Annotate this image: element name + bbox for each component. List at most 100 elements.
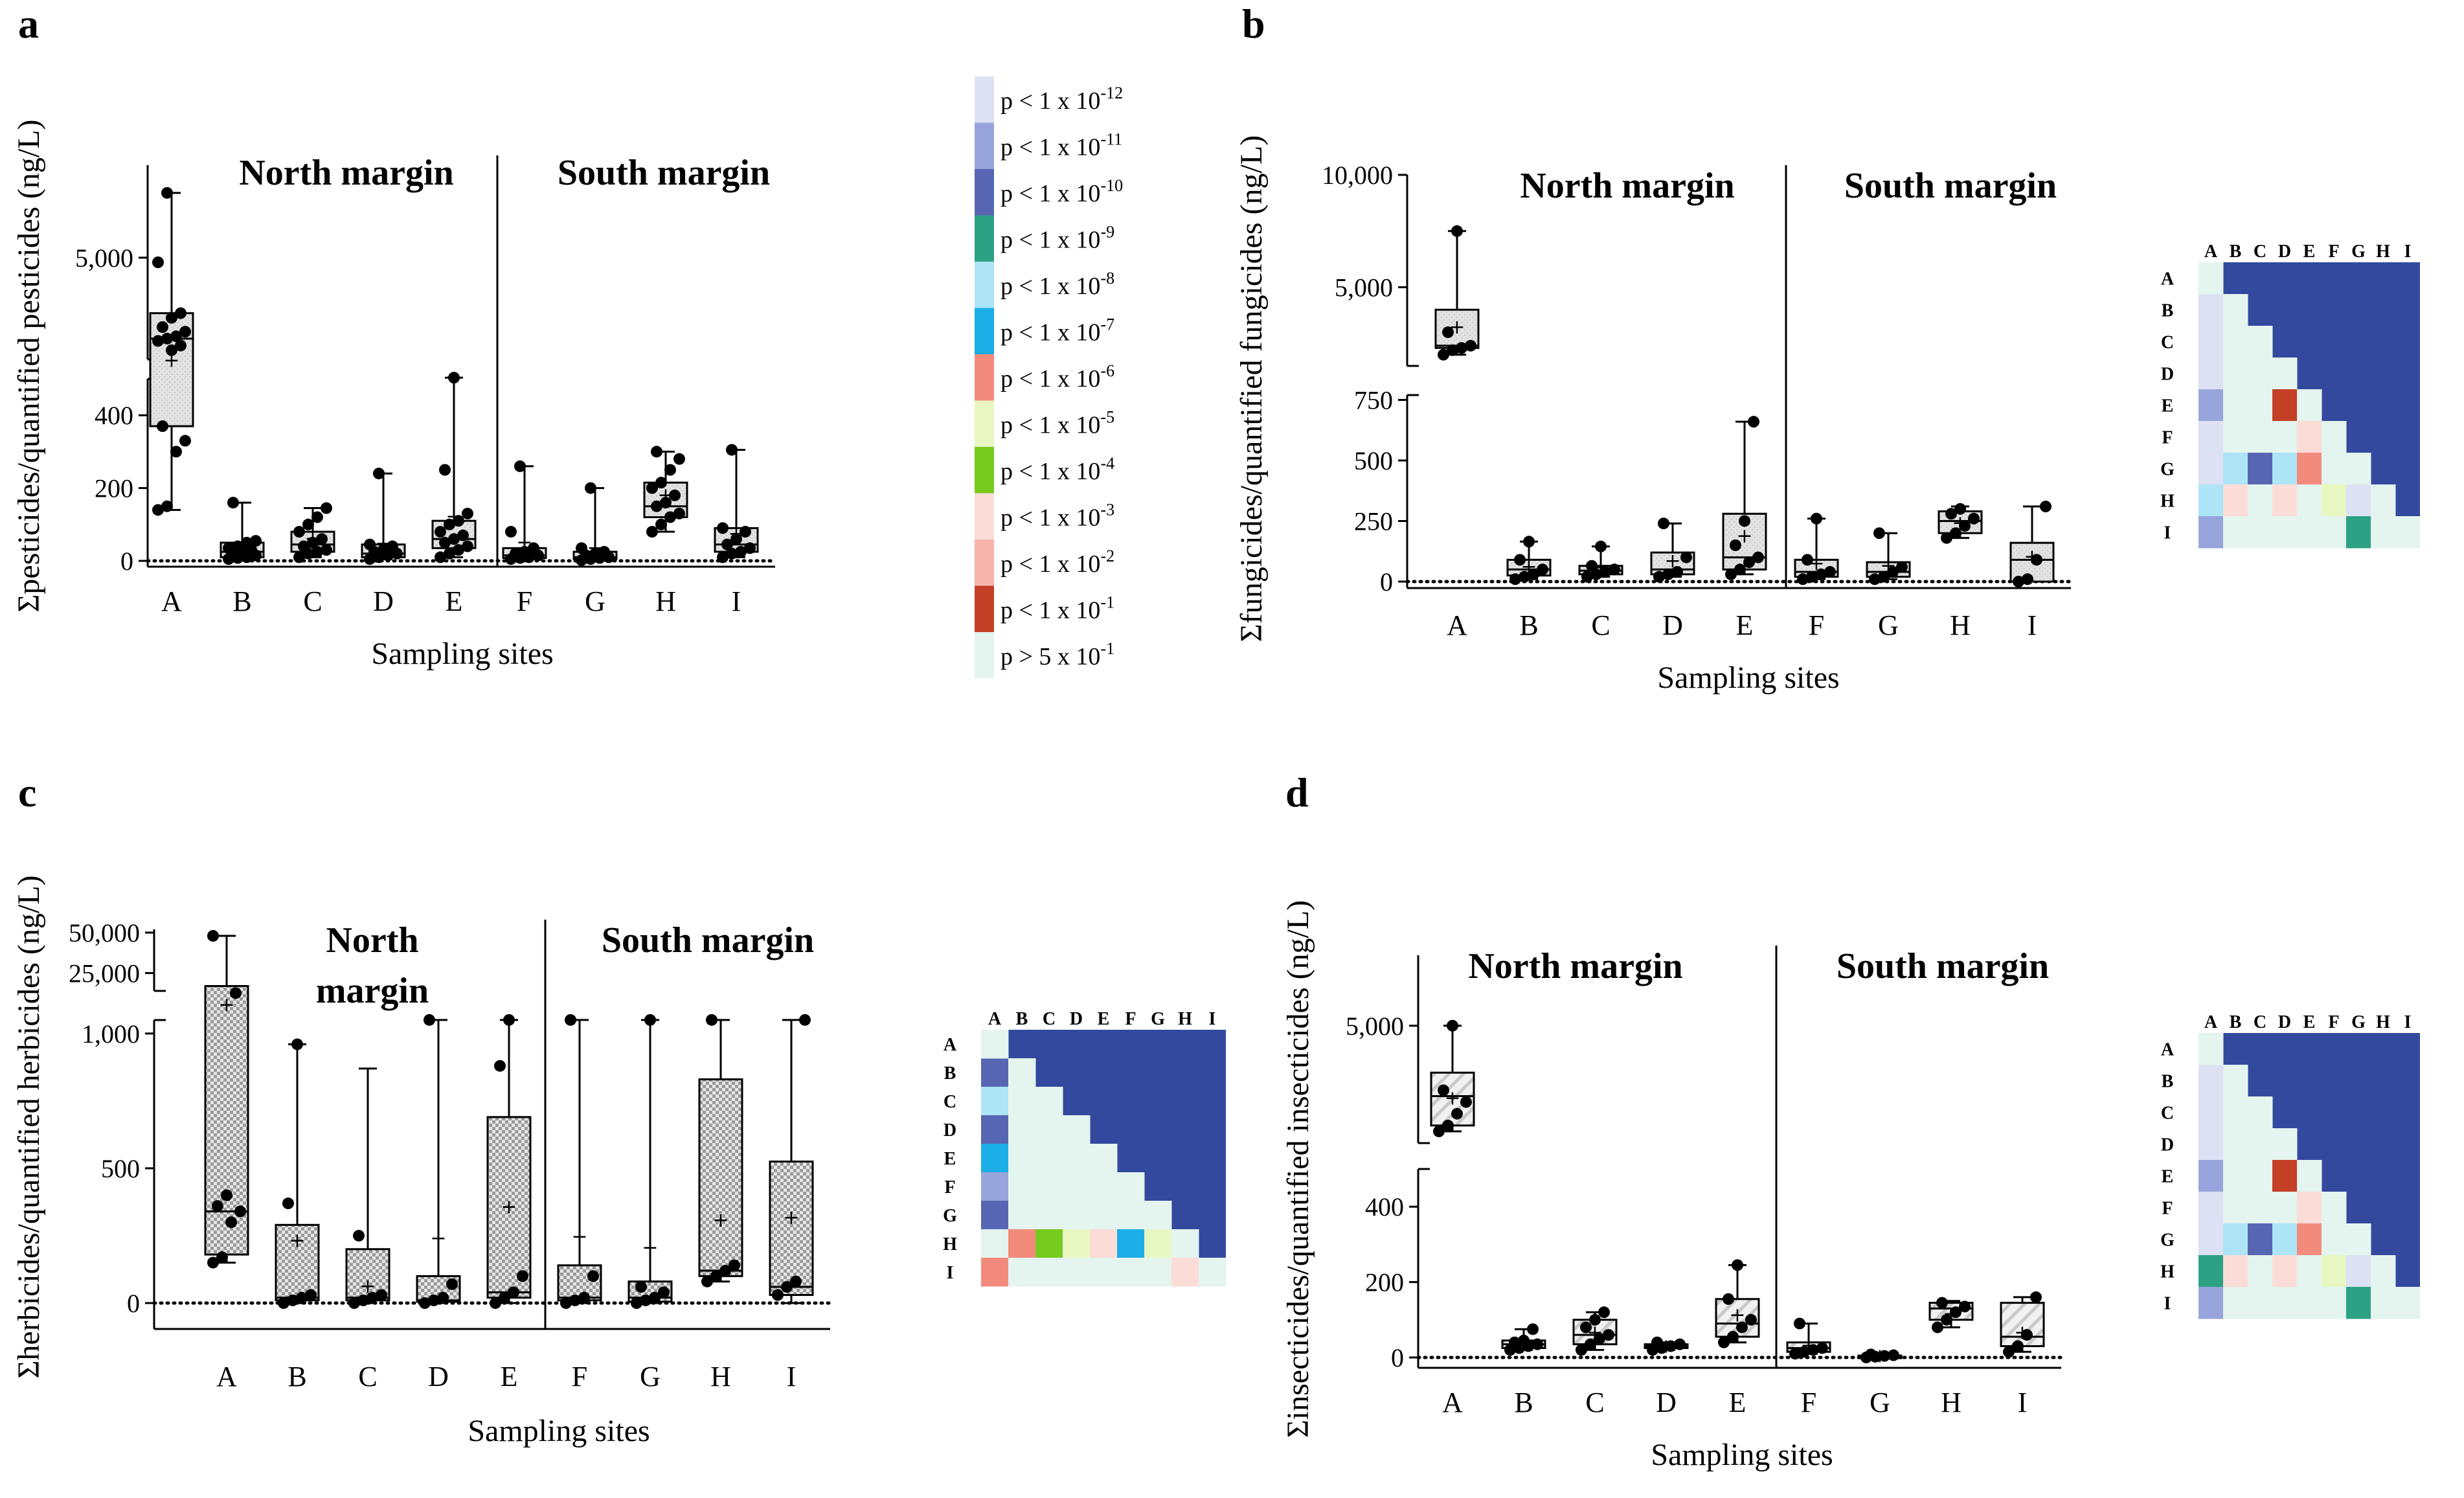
legend-swatch bbox=[975, 169, 994, 216]
heatmap-col-label: D bbox=[2278, 242, 2291, 262]
heatmap-col-label: A bbox=[2204, 1012, 2218, 1032]
heatmap-row-label: G bbox=[2160, 460, 2175, 480]
data-point bbox=[293, 551, 305, 563]
data-point bbox=[170, 446, 182, 458]
box-I: I+ bbox=[2009, 501, 2055, 641]
y-tick-label: 25,000 bbox=[69, 959, 140, 988]
data-point bbox=[1734, 563, 1746, 576]
heatmap-cell bbox=[2272, 1223, 2298, 1256]
data-point bbox=[1878, 571, 1890, 583]
heatmap-cell bbox=[2223, 516, 2248, 549]
data-point bbox=[367, 1291, 378, 1304]
y-tick-label: 50,000 bbox=[69, 918, 140, 948]
heatmap-cell bbox=[1035, 1115, 1063, 1144]
heatmap-cell bbox=[2198, 357, 2224, 390]
legend-exponent: -12 bbox=[1100, 84, 1123, 102]
heatmap-cell bbox=[1063, 1201, 1091, 1230]
heatmap-diagonal-cell bbox=[2371, 484, 2396, 517]
data-point bbox=[519, 545, 530, 558]
data-point bbox=[453, 515, 464, 527]
data-point bbox=[587, 1270, 599, 1282]
heatmap-cell bbox=[2322, 1223, 2347, 1256]
legend-swatch bbox=[975, 215, 994, 262]
data-point bbox=[453, 544, 464, 556]
heatmap-cell bbox=[1008, 1229, 1036, 1258]
box-G: G+ bbox=[1857, 1345, 1903, 1418]
heatmap-diagonal-cell bbox=[1063, 1115, 1091, 1144]
heatmap-diagonal-cell bbox=[1090, 1144, 1118, 1173]
heatmap-cell bbox=[2223, 357, 2248, 390]
data-point bbox=[207, 1256, 219, 1269]
data-point bbox=[1789, 1348, 1801, 1360]
data-point bbox=[1528, 568, 1539, 580]
data-point bbox=[152, 256, 164, 268]
data-point bbox=[673, 507, 685, 519]
legend-exponent: -3 bbox=[1100, 500, 1114, 519]
box-F: F+ bbox=[502, 460, 547, 617]
mean-marker: + bbox=[430, 1227, 446, 1250]
data-point bbox=[1950, 527, 1961, 539]
data-point bbox=[2040, 501, 2051, 513]
data-point bbox=[448, 533, 460, 545]
heatmap-row-label: D bbox=[2161, 1135, 2174, 1155]
data-point bbox=[730, 533, 742, 545]
x-tick-label: B bbox=[1514, 1387, 1533, 1418]
data-point bbox=[2003, 1346, 2015, 1358]
box-H: H+ bbox=[1938, 503, 1983, 641]
heatmap-cell bbox=[2198, 1255, 2224, 1288]
data-point bbox=[221, 1189, 232, 1201]
legend-exponent: -11 bbox=[1100, 130, 1122, 148]
data-point bbox=[321, 544, 332, 556]
heatmap-col-label: G bbox=[2351, 242, 2366, 262]
heatmap-col-label: I bbox=[1209, 1009, 1216, 1029]
box-F: F+ bbox=[1786, 1317, 1831, 1418]
heatmap-cell bbox=[2223, 1255, 2248, 1288]
legend-exponent: -2 bbox=[1100, 547, 1114, 565]
data-point bbox=[1888, 1349, 1899, 1361]
data-point bbox=[673, 453, 685, 465]
heatmap-cell bbox=[1063, 1258, 1091, 1287]
heatmap-row-label: F bbox=[2162, 1199, 2173, 1219]
heatmap-cell bbox=[2223, 484, 2248, 517]
heatmap-diagonal-cell bbox=[2223, 1065, 2248, 1097]
heatmap-diagonal-cell bbox=[1008, 1058, 1036, 1087]
heatmap-cell bbox=[2248, 453, 2273, 485]
legend-label: p < 1 x 10-1 bbox=[1000, 593, 1114, 624]
heatmap-row-label: A bbox=[944, 1035, 957, 1055]
data-point bbox=[232, 540, 243, 552]
x-tick-label: A bbox=[1447, 609, 1467, 641]
y-tick-label: 0 bbox=[1380, 567, 1393, 596]
data-point bbox=[357, 1294, 369, 1306]
data-point bbox=[1653, 571, 1665, 583]
box-C: C+ bbox=[290, 502, 335, 617]
box-E: E+ bbox=[1715, 1259, 1760, 1418]
box-D: D+ bbox=[1650, 517, 1695, 641]
data-point bbox=[569, 1294, 581, 1306]
heatmap-cell bbox=[2297, 1223, 2322, 1256]
data-point bbox=[772, 1289, 784, 1301]
data-point bbox=[157, 420, 168, 433]
data-point bbox=[166, 312, 177, 324]
group-title-north: North bbox=[326, 920, 418, 960]
data-point bbox=[166, 344, 177, 356]
legend-exponent: -4 bbox=[1100, 454, 1114, 473]
data-point bbox=[490, 1297, 501, 1309]
heatmap-col-label: F bbox=[2328, 242, 2339, 262]
data-point bbox=[598, 545, 610, 558]
data-point bbox=[1887, 566, 1899, 578]
data-point bbox=[1537, 563, 1548, 576]
heatmap-cell bbox=[2223, 1287, 2248, 1319]
data-point bbox=[1739, 515, 1750, 527]
legend-swatch bbox=[975, 493, 994, 539]
heatmap-cell bbox=[1035, 1172, 1063, 1201]
mean-marker: + bbox=[289, 1230, 305, 1253]
data-point bbox=[701, 1275, 713, 1288]
heatmap-cell bbox=[981, 1144, 1009, 1173]
data-point bbox=[514, 460, 526, 472]
data-point bbox=[726, 444, 738, 456]
data-point bbox=[1523, 536, 1535, 548]
data-point bbox=[179, 435, 191, 447]
panel-b: b 0 250 500 750 5,000 10,000 North margin South … bbox=[1234, 1, 2073, 695]
mean-marker: + bbox=[783, 1207, 799, 1229]
